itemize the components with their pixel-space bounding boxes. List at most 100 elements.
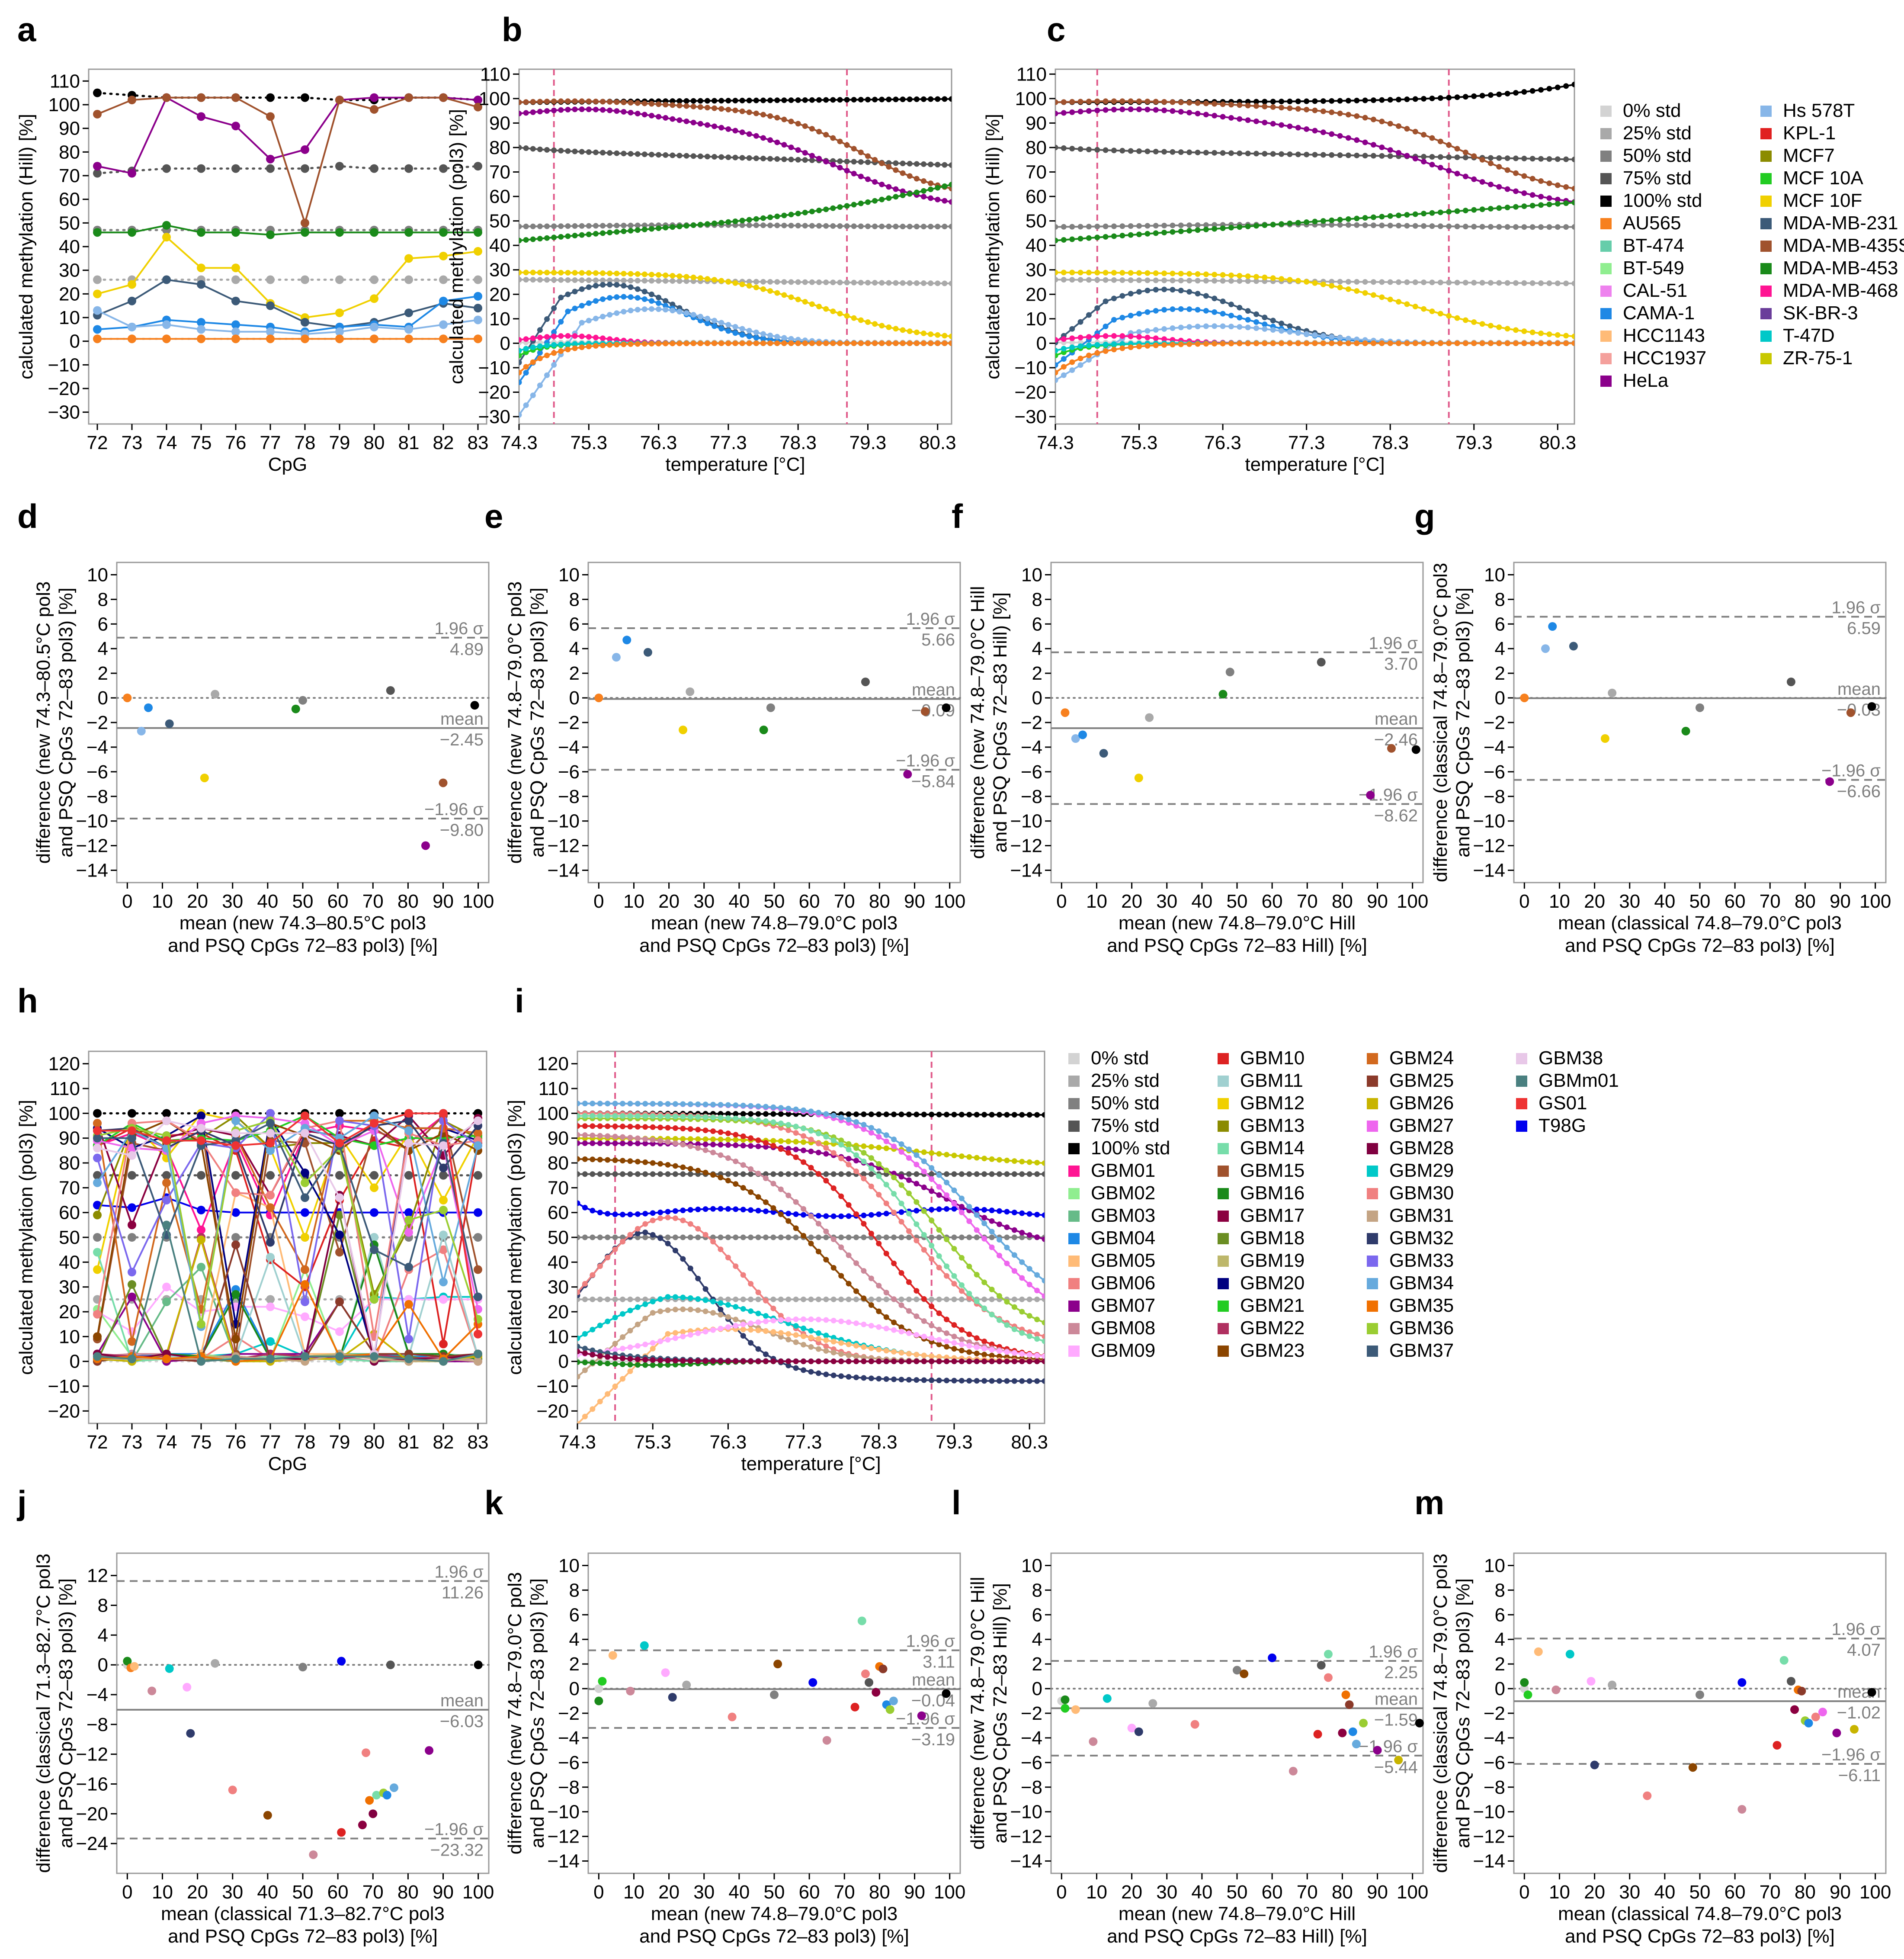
curve-point [1111, 106, 1117, 112]
y-tick-label: 30 [59, 260, 80, 281]
curve-point [753, 110, 759, 116]
curve-point [921, 1333, 927, 1339]
curve-point [886, 96, 892, 103]
curve-point [1034, 1112, 1040, 1118]
curve-point [1304, 98, 1310, 104]
curve-point [753, 155, 759, 161]
y-tick-label: −14 [1473, 860, 1505, 881]
x-tick-label: 80 [397, 891, 419, 912]
y-tick-label: −30 [478, 406, 510, 427]
data-point [404, 325, 413, 334]
curve-point [725, 1206, 731, 1212]
curve-point [989, 1156, 995, 1162]
curve-point [657, 1308, 664, 1314]
curve-point [844, 158, 850, 164]
curve-point [739, 129, 745, 135]
curve-point [593, 298, 599, 304]
curve-point [544, 108, 550, 114]
curve-point [1103, 234, 1109, 240]
curve-point [865, 159, 871, 165]
curve-point [718, 1114, 724, 1121]
curve-point [785, 1358, 792, 1365]
data-point [123, 694, 132, 703]
curve-point [1055, 238, 1058, 244]
y-tick-label: 0 [70, 1351, 80, 1372]
curve-point [656, 340, 662, 347]
curve-point [1446, 313, 1452, 319]
curve-point [600, 223, 606, 229]
curve-point [558, 270, 564, 276]
data-point [474, 162, 482, 171]
curve-point [966, 1171, 972, 1177]
curve-point [1538, 194, 1544, 200]
data-point [404, 275, 413, 284]
curve-point [1237, 224, 1243, 230]
x-tick-label: 76.3 [710, 1432, 747, 1453]
curve-point [1170, 306, 1176, 312]
curve-point [648, 151, 654, 157]
curve-point [621, 270, 627, 276]
curve-point [680, 1142, 686, 1148]
curve-point [921, 1247, 927, 1253]
curve-point [809, 126, 815, 132]
curve-point [614, 294, 620, 300]
curve-point [914, 1332, 920, 1338]
data-point [439, 251, 448, 260]
curve-point [725, 1178, 731, 1184]
curve-point [809, 223, 815, 229]
curve-point [989, 1208, 995, 1214]
data-point [301, 1111, 309, 1121]
curve-point [1262, 315, 1268, 321]
x-axis-title: and PSQ CpGs 72–83 Hill) [%] [1107, 935, 1367, 956]
curve-point [770, 1209, 776, 1215]
curve-point [837, 279, 843, 286]
curve-point [1529, 156, 1535, 162]
curve-point [1077, 319, 1083, 325]
data-point [231, 1171, 240, 1180]
data-point [1061, 708, 1070, 717]
curve-point [710, 1141, 716, 1147]
curve-point [944, 1273, 950, 1279]
curve-point [614, 99, 620, 105]
curve-point [530, 146, 536, 152]
curve-point [816, 223, 822, 229]
curve-point [755, 1346, 761, 1352]
curve-point [1220, 311, 1226, 317]
y-tick-label: 40 [548, 1252, 569, 1273]
data-point [301, 218, 309, 228]
curve-point [1237, 315, 1243, 321]
curve-point [1245, 317, 1251, 323]
y-tick-label: 90 [548, 1128, 569, 1149]
curve-point [544, 372, 550, 378]
curve-point [1144, 231, 1151, 237]
curve-point [1077, 224, 1083, 230]
curve-point [642, 1357, 648, 1363]
curve-point [1279, 105, 1285, 111]
curve-point [663, 152, 669, 158]
curve-point [989, 1218, 995, 1224]
curve-point [718, 1206, 724, 1212]
data-point [197, 334, 205, 344]
curve-point [1034, 1336, 1040, 1342]
curve-point [1019, 1351, 1025, 1357]
curve-point [793, 1171, 799, 1177]
curve-point [1161, 307, 1167, 313]
curve-point [1521, 280, 1527, 286]
curve-point [763, 1171, 769, 1177]
x-tick-label: 80 [1795, 891, 1816, 912]
curve-point [928, 224, 934, 230]
curve-point [1203, 323, 1209, 329]
curve-point [785, 1146, 792, 1152]
y-tick-label: 110 [539, 1078, 569, 1099]
curve-point [1304, 151, 1310, 157]
curve-point [1011, 1112, 1017, 1118]
curve-point [767, 332, 773, 338]
data-point [301, 1178, 309, 1187]
y-tick-label: 20 [489, 284, 510, 305]
curve-point [1295, 340, 1301, 346]
curve-point [1479, 280, 1485, 286]
curve-point [837, 204, 843, 210]
data-point [93, 325, 102, 334]
data-point [162, 334, 171, 344]
curve-point [1004, 1171, 1010, 1177]
